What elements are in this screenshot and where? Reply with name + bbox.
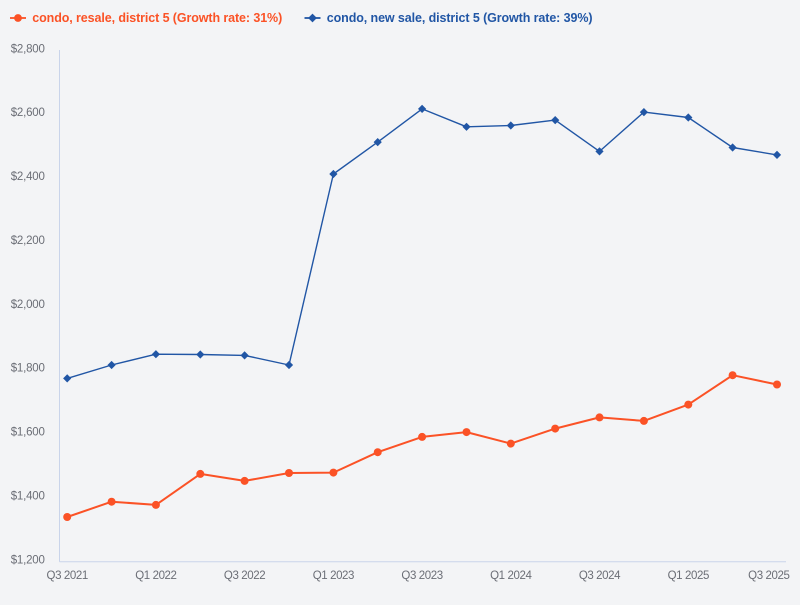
- svg-text:$1,800: $1,800: [11, 363, 45, 375]
- svg-text:Q1 2022: Q1 2022: [135, 570, 176, 582]
- svg-text:Q1 2024: Q1 2024: [490, 570, 532, 582]
- svg-text:Q3 2023: Q3 2023: [401, 570, 442, 582]
- svg-text:$1,200: $1,200: [11, 554, 45, 566]
- svg-text:condo, new sale, district 5 (G: condo, new sale, district 5 (Growth rate…: [327, 11, 593, 25]
- svg-text:$1,400: $1,400: [11, 490, 45, 502]
- svg-text:$1,600: $1,600: [11, 427, 45, 439]
- svg-text:$2,800: $2,800: [11, 43, 45, 55]
- svg-text:$2,200: $2,200: [11, 235, 45, 247]
- svg-text:condo, resale, district 5 (Gro: condo, resale, district 5 (Growth rate: …: [32, 11, 282, 25]
- svg-text:$2,000: $2,000: [11, 299, 45, 311]
- svg-text:$2,600: $2,600: [11, 107, 45, 119]
- svg-text:Q3 2025: Q3 2025: [748, 570, 789, 582]
- svg-text:Q1 2023: Q1 2023: [313, 570, 354, 582]
- svg-text:Q3 2022: Q3 2022: [224, 570, 265, 582]
- svg-text:$2,400: $2,400: [11, 171, 45, 183]
- svg-text:Q3 2021: Q3 2021: [47, 570, 88, 582]
- svg-text:Q3 2024: Q3 2024: [579, 570, 621, 582]
- svg-text:Q1 2025: Q1 2025: [668, 570, 709, 582]
